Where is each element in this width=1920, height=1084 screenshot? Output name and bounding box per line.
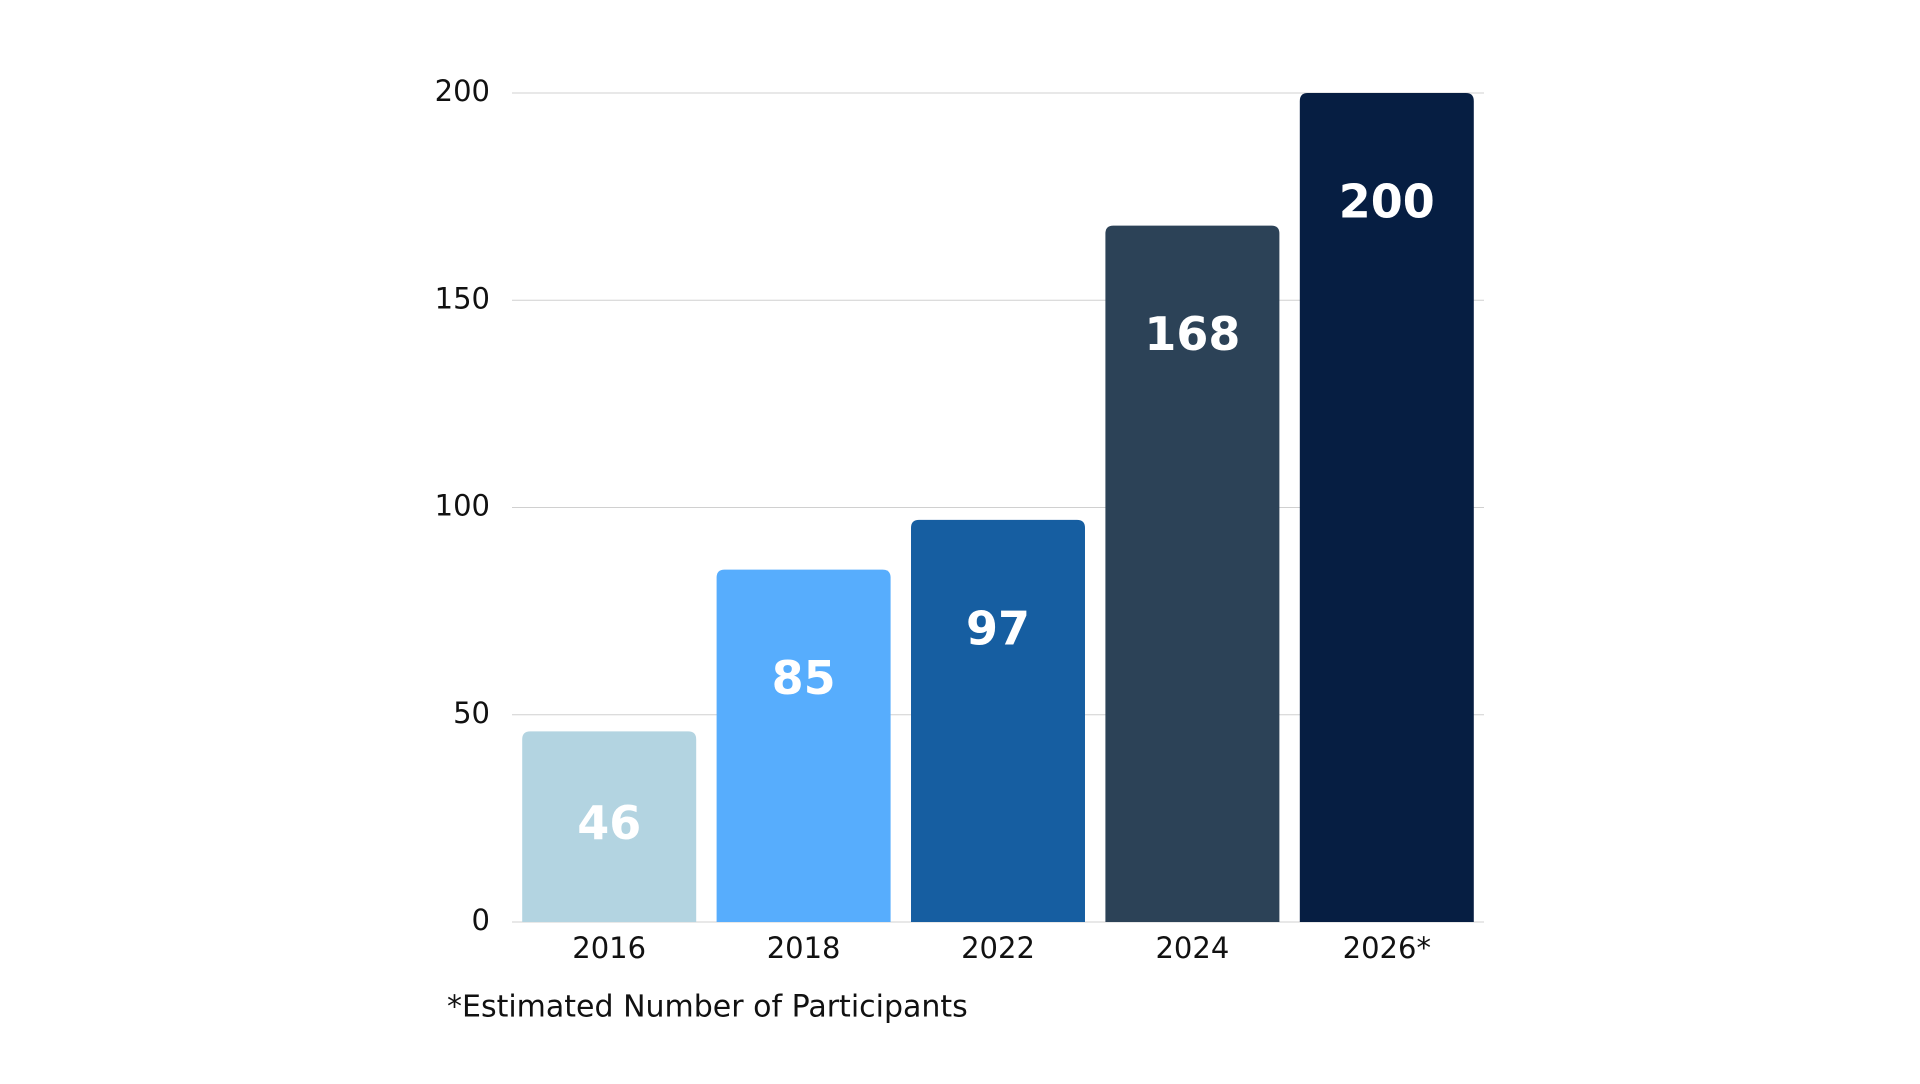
bar [1299,93,1474,922]
bar [911,519,1085,922]
y-tick-label: 50 [453,696,490,730]
bar [716,569,891,922]
x-tick-label: 2016 [572,931,646,965]
bar [1105,225,1280,922]
y-tick-label: 0 [472,903,490,937]
bar [522,731,697,922]
footnote: *Estimated Number of Participants [447,990,968,1025]
data-label: 200 [1339,175,1435,229]
x-tick-label: 2022 [961,931,1035,965]
y-tick-label: 100 [435,489,490,523]
y-tick-label: 150 [435,281,490,315]
data-label: 85 [772,651,836,705]
x-tick-label: 2024 [1155,931,1229,965]
x-tick-label: 2018 [767,931,841,965]
data-label: 168 [1144,307,1240,361]
data-label: 97 [966,601,1030,655]
data-label: 46 [577,796,641,850]
x-tick-label: 2026* [1343,931,1431,965]
y-tick-label: 200 [435,74,490,108]
